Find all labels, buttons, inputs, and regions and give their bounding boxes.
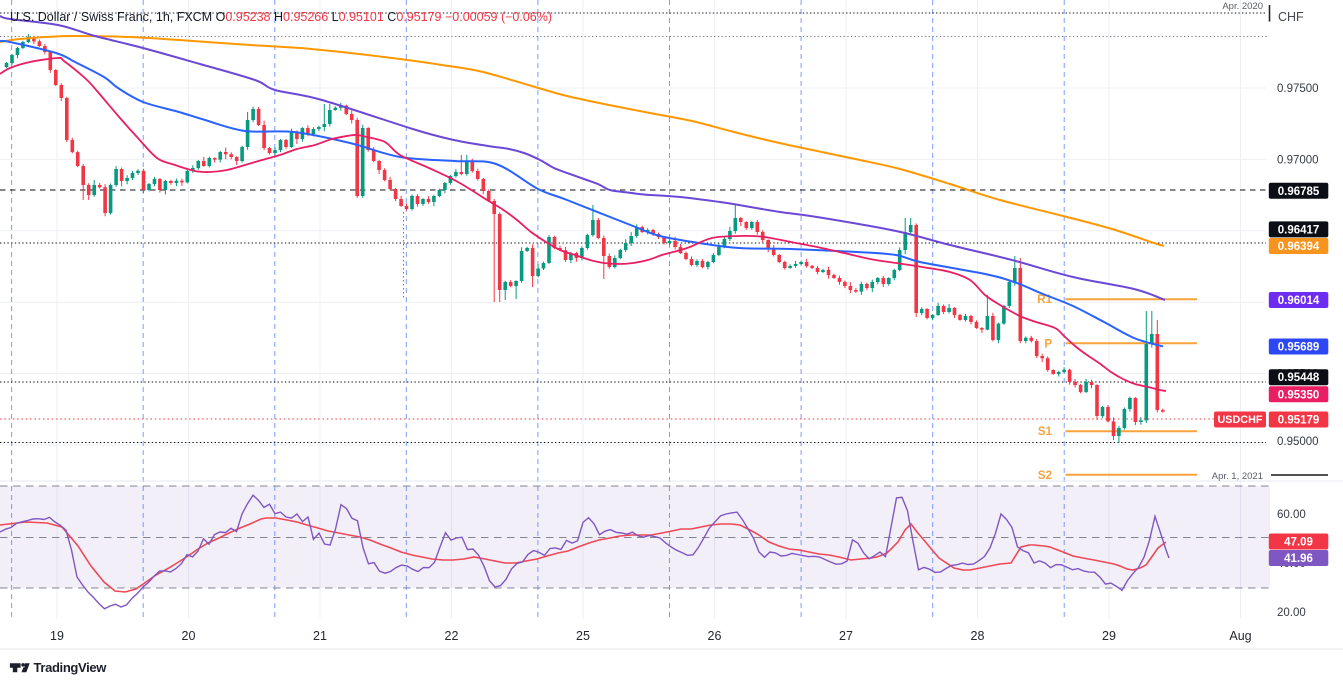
svg-text:20: 20 bbox=[182, 629, 196, 643]
svg-text:P: P bbox=[1044, 338, 1052, 350]
svg-text:Aug: Aug bbox=[1229, 629, 1251, 643]
svg-text:0.96417: 0.96417 bbox=[1278, 224, 1320, 236]
svg-text:S2: S2 bbox=[1038, 470, 1052, 482]
svg-text:25: 25 bbox=[576, 629, 590, 643]
svg-text:0.95350: 0.95350 bbox=[1278, 389, 1320, 401]
svg-text:22: 22 bbox=[445, 629, 459, 643]
svg-text:27: 27 bbox=[839, 629, 853, 643]
svg-text:47.09: 47.09 bbox=[1284, 537, 1313, 549]
svg-text:Apr. 2020: Apr. 2020 bbox=[1222, 1, 1263, 12]
svg-text:0.97500: 0.97500 bbox=[1277, 83, 1319, 95]
svg-text:0.96394: 0.96394 bbox=[1278, 241, 1320, 253]
svg-text:U.S. Dollar / Swiss Franc, 1h,: U.S. Dollar / Swiss Franc, 1h, FXCM O0.9… bbox=[10, 10, 552, 24]
svg-text:19: 19 bbox=[50, 629, 64, 643]
svg-text:0.95000: 0.95000 bbox=[1277, 436, 1319, 448]
svg-text:USDCHF: USDCHF bbox=[1218, 414, 1263, 426]
svg-text:CHF: CHF bbox=[1278, 10, 1304, 24]
svg-text:21: 21 bbox=[313, 629, 327, 643]
svg-text:0.95448: 0.95448 bbox=[1278, 372, 1320, 384]
svg-text:TradingView: TradingView bbox=[34, 660, 108, 675]
svg-text:S1: S1 bbox=[1038, 426, 1053, 438]
svg-text:0.96014: 0.96014 bbox=[1278, 295, 1320, 307]
svg-text:29: 29 bbox=[1102, 629, 1116, 643]
svg-text:26: 26 bbox=[708, 629, 722, 643]
svg-text:0.97000: 0.97000 bbox=[1277, 154, 1319, 166]
svg-text:0.95179: 0.95179 bbox=[1278, 415, 1320, 427]
svg-text:60.00: 60.00 bbox=[1277, 509, 1306, 521]
svg-text:0.95689: 0.95689 bbox=[1278, 342, 1320, 354]
svg-text:20.00: 20.00 bbox=[1277, 607, 1306, 619]
svg-text:41.96: 41.96 bbox=[1284, 553, 1313, 565]
svg-text:28: 28 bbox=[971, 629, 985, 643]
svg-text:0.96785: 0.96785 bbox=[1278, 186, 1320, 198]
svg-text:Apr. 1, 2021: Apr. 1, 2021 bbox=[1212, 471, 1263, 482]
